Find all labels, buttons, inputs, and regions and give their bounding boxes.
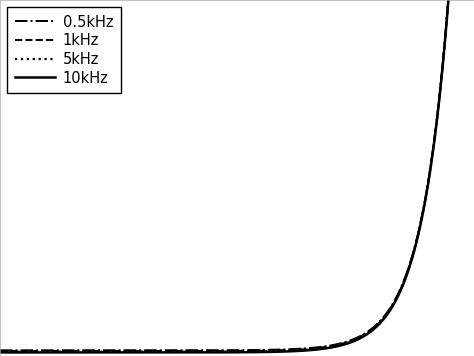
5kHz	[0, 350, 3, 354]
0.5kHz	[21, 348, 27, 352]
5kHz	[370, 327, 376, 331]
5kHz	[228, 350, 233, 354]
0.5kHz	[228, 348, 233, 352]
10kHz	[228, 350, 233, 355]
10kHz	[215, 350, 221, 355]
1kHz	[228, 349, 233, 353]
10kHz	[370, 328, 376, 332]
5kHz	[215, 350, 221, 354]
5kHz	[21, 350, 27, 354]
0.5kHz	[370, 325, 376, 330]
0.5kHz	[0, 348, 3, 352]
0.5kHz	[215, 348, 221, 352]
1kHz	[370, 326, 376, 330]
1kHz	[0, 349, 3, 353]
10kHz	[21, 350, 27, 355]
1kHz	[215, 349, 221, 353]
10kHz	[0, 350, 3, 355]
1kHz	[21, 349, 27, 353]
Legend: 0.5kHz, 1kHz, 5kHz, 10kHz: 0.5kHz, 1kHz, 5kHz, 10kHz	[7, 7, 120, 93]
